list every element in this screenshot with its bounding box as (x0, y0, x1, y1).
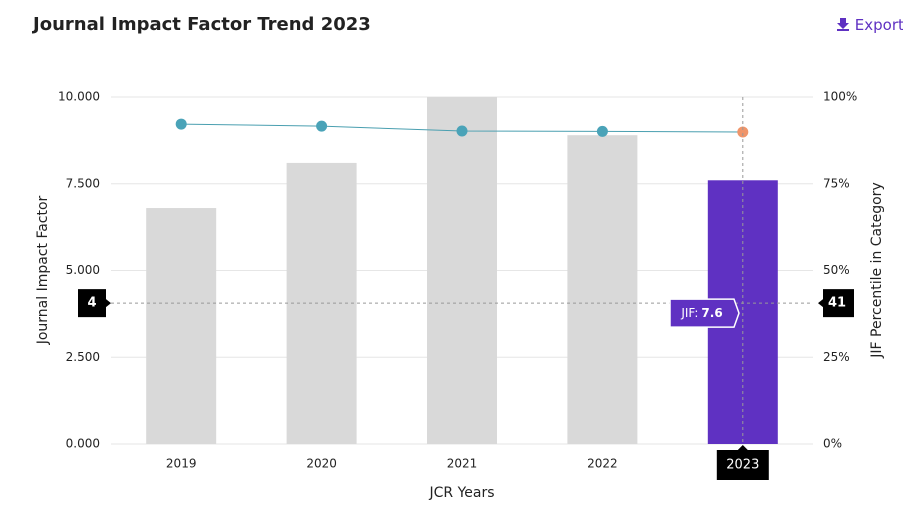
x-axis-title: JCR Years (428, 485, 494, 501)
tooltip-box (669, 298, 740, 328)
export-label: Export (854, 16, 903, 34)
line-point (737, 126, 749, 138)
y-tick-label: 7.500 (66, 176, 100, 190)
y2-tick-label: 50% (823, 263, 850, 277)
x-tick-label: 2021 (447, 457, 478, 471)
y-tick-label: 5.000 (66, 263, 100, 277)
bar (427, 97, 497, 444)
crosshair-y-box (78, 289, 111, 318)
line-point (175, 118, 187, 130)
x-tick-label: 2022 (587, 457, 618, 471)
download-icon (837, 18, 849, 31)
x-tick-label: 2019 (166, 457, 197, 471)
y2-tick-label: 25% (823, 350, 850, 364)
bar (146, 208, 217, 444)
tooltip-text: JIF: 7.6 (680, 306, 722, 320)
y2-tick-label: 75% (823, 176, 850, 190)
line-point (456, 125, 468, 137)
chart-title: Journal Impact Factor Trend 2023 (31, 14, 371, 35)
crosshair-x-label: 2023 (726, 458, 759, 473)
tooltip-label: JIF: (680, 306, 698, 320)
y-tick-label: 0.000 (66, 437, 100, 451)
x-tick-label: 2020 (306, 457, 337, 471)
crosshair-y2-box (818, 289, 854, 318)
y2-axis-title: JIF Percentile in Category (869, 182, 885, 358)
crosshair-y2-label: 41 (828, 296, 846, 311)
y2-tick-label: 0% (823, 437, 842, 451)
bar (567, 135, 638, 445)
crosshair-x-box (716, 445, 769, 480)
tooltip-value: 7.6 (701, 306, 722, 320)
export-button[interactable]: Export (836, 16, 903, 34)
line-point (316, 120, 328, 132)
y-axis-title: Journal Impact Factor (35, 195, 51, 345)
line-point (596, 125, 608, 137)
y2-tick-label: 100% (823, 90, 857, 104)
y-tick-label: 2.500 (66, 350, 100, 364)
y-tick-label: 10.000 (58, 90, 100, 104)
crosshair-y-label: 4 (87, 296, 96, 311)
